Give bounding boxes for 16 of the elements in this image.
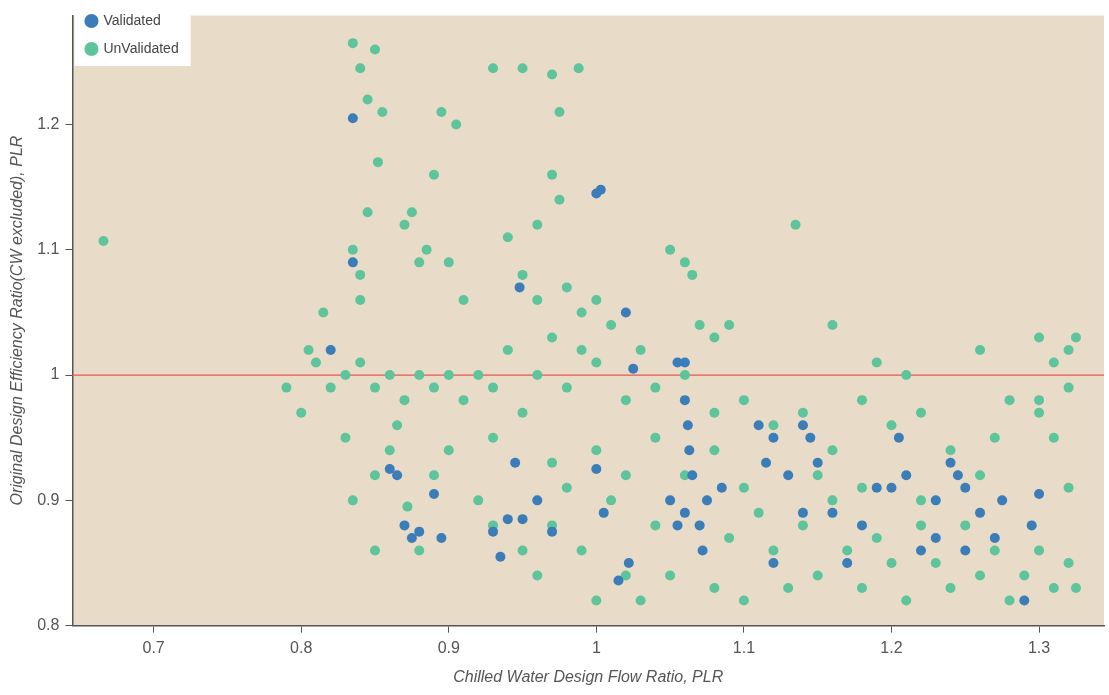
- y-tick-label: 1.1: [37, 240, 60, 258]
- y-axis-title: Original Design Efficiency Ratio(CW excluded), PLR: [8, 135, 26, 506]
- x-tick-label: 0.9: [437, 638, 460, 656]
- x-tick-label: 1.3: [1027, 638, 1051, 656]
- x-tick-label: 1: [591, 638, 601, 656]
- y-tick-label: 1: [50, 365, 60, 383]
- y-tick-label: 0.8: [37, 616, 60, 634]
- y-tick-label: 1.2: [37, 114, 60, 132]
- x-tick-label: 0.7: [142, 638, 165, 656]
- legend-label: Validated: [103, 11, 161, 28]
- x-tick-label: 0.8: [290, 638, 313, 656]
- y-tick-label: 0.9: [37, 490, 60, 508]
- x-tick-label: 1.2: [880, 638, 903, 656]
- x-axis-title: Chilled Water Design Flow Ratio, PLR: [453, 667, 724, 685]
- legend-label: UnValidated: [103, 39, 179, 56]
- x-tick-label: 1.1: [732, 638, 756, 656]
